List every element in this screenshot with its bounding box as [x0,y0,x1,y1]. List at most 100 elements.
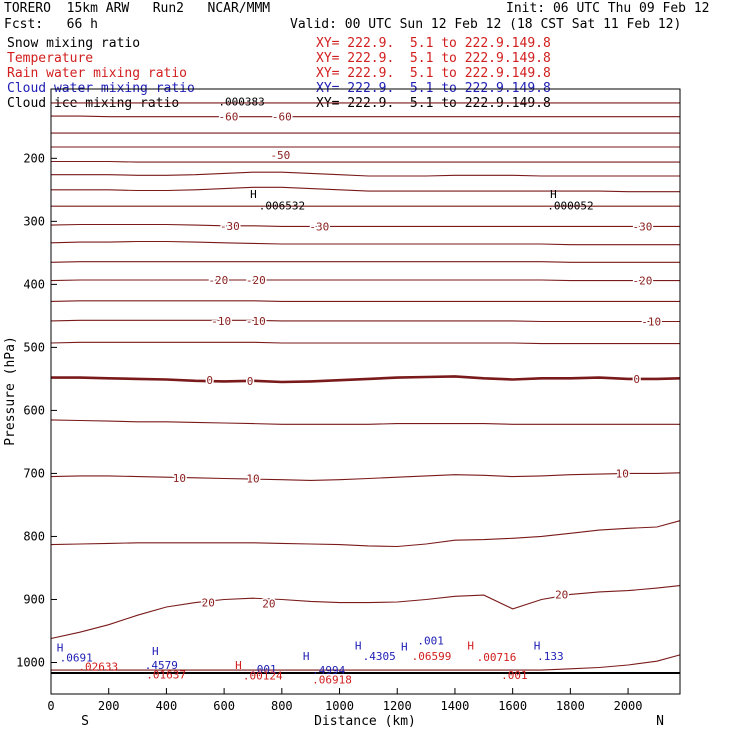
isotherm-line [51,654,681,671]
isotherm-line [51,375,681,384]
field-max-label: H [152,645,159,658]
isotherm-line [50,240,680,246]
y-axis-label: Pressure (hPa) [3,336,18,446]
forecast-hour: Fcst: 66 h [4,17,98,32]
field-max-label: .01637 [146,668,186,681]
isotherm-label: -20 [633,275,653,288]
field-max-label: .001 [417,634,444,647]
field-max-label: H [550,188,557,201]
field-max-label: H [401,641,408,654]
isotherm-label: 20 [555,588,568,601]
isotherm-line [50,261,680,263]
x-tick-label: 400 [156,699,178,713]
model-title: TORERO 15km ARW Run2 NCAR/MMM [4,1,271,16]
field-max-label: H [534,639,541,652]
y-tick-label: 300 [23,214,45,228]
field-max-label: H [355,639,362,652]
isotherm-label: 10 [173,472,186,485]
y-tick-label: 900 [23,592,45,606]
field-max-label: H [57,641,64,654]
isotherm-label: 0 [633,373,640,386]
x-tick-label: 2000 [614,699,643,713]
field-max-label: .001 [501,669,528,682]
isotherm-label: 10 [616,467,629,480]
field-max-label: .000383 [218,96,264,109]
legend-snow-xy: XY= 222.9. 5.1 to 222.9.149.8 [316,36,551,51]
legend-rain-xy: XY= 222.9. 5.1 to 222.9.149.8 [316,66,551,81]
isotherm-line [51,171,680,177]
isotherm-line [50,223,680,227]
field-max-label: .4579 [145,659,178,672]
y-tick-label: 1000 [16,655,45,669]
isotherm-label: -10 [246,315,266,328]
field-max-label: .00124 [243,670,283,683]
isotherm-label: -10 [211,315,231,328]
x-tick-label: 0 [47,699,54,713]
isotherm-line [50,300,680,302]
isotherm-label: 0 [206,374,213,387]
init-time: Init: 06 UTC Thu 09 Feb 12 [506,1,710,16]
isotherm-line [51,186,680,193]
isotherm-label: -30 [633,220,653,233]
x-tick-label: 1600 [498,699,527,713]
field-max-label: H [250,188,257,201]
isotherm-line [51,160,680,163]
x-tick-label: 1800 [556,699,585,713]
field-max-label: .4994 [312,664,345,677]
y-tick-label: 800 [23,529,45,543]
field-max-label: .02633 [78,660,118,673]
x-tick-label: 1200 [383,699,412,713]
north-label: N [656,714,664,729]
isotherm-label: -30 [309,220,329,233]
isotherm-label: 20 [202,597,215,610]
field-max-label: .00716 [477,651,517,664]
isotherm-label: -30 [220,220,240,233]
isotherm-label: 20 [262,597,275,610]
isotherm-line [50,585,681,640]
legend-rain: Rain water mixing ratio [7,66,188,81]
isotherm-line [51,115,680,118]
isotherm-label: -50 [270,149,290,162]
legend-cloud-ice: Cloud ice mixing ratio [7,96,180,111]
field-max-label: H [467,639,474,652]
isotherm-line [50,419,680,425]
valid-time: Valid: 00 UTC Sun 12 Feb 12 (18 CST Sat … [290,17,682,32]
isotherm-label: -60 [272,111,292,124]
field-max-label: .000052 [547,200,593,213]
isotherm-label: -20 [246,274,266,287]
field-max-label: .4305 [363,650,396,663]
x-tick-label: 1000 [325,699,354,713]
field-max-label: .001 [250,663,277,676]
y-tick-label: 500 [23,340,45,354]
isotherm-label: -10 [641,316,661,329]
isotherm-line [50,520,681,548]
y-tick-label: 600 [23,403,45,417]
field-max-label: .0691 [60,651,93,664]
isotherm-line [50,279,680,282]
y-tick-label: 200 [23,151,45,165]
y-tick-label: 700 [23,466,45,480]
isotherm-line [50,319,680,323]
isotherm-label: -20 [208,274,228,287]
legend-cloud-ice-xy: XY= 222.9. 5.1 to 222.9.149.8 [316,96,551,111]
legend-temperature-xy: XY= 222.9. 5.1 to 222.9.149.8 [316,51,551,66]
isotherm-label: 10 [246,472,259,485]
x-tick-label: 800 [271,699,293,713]
isotherm-label: -60 [219,111,239,124]
field-max-label: H [235,659,242,672]
x-tick-label: 1400 [440,699,469,713]
x-tick-label: 600 [213,699,235,713]
legend-snow: Snow mixing ratio [7,36,141,51]
y-tick-label: 400 [23,277,45,291]
field-max-label: .06918 [312,674,352,687]
field-max-label: .06599 [412,650,452,663]
field-max-label: .133 [537,650,564,663]
x-axis-label: Distance (km) [314,714,416,729]
plot-frame [50,88,681,695]
isotherm-line [50,472,681,481]
south-label: S [81,714,89,729]
legend-temperature: Temperature [7,51,94,66]
field-max-label: .006532 [259,200,305,213]
field-max-label: H [303,650,310,663]
